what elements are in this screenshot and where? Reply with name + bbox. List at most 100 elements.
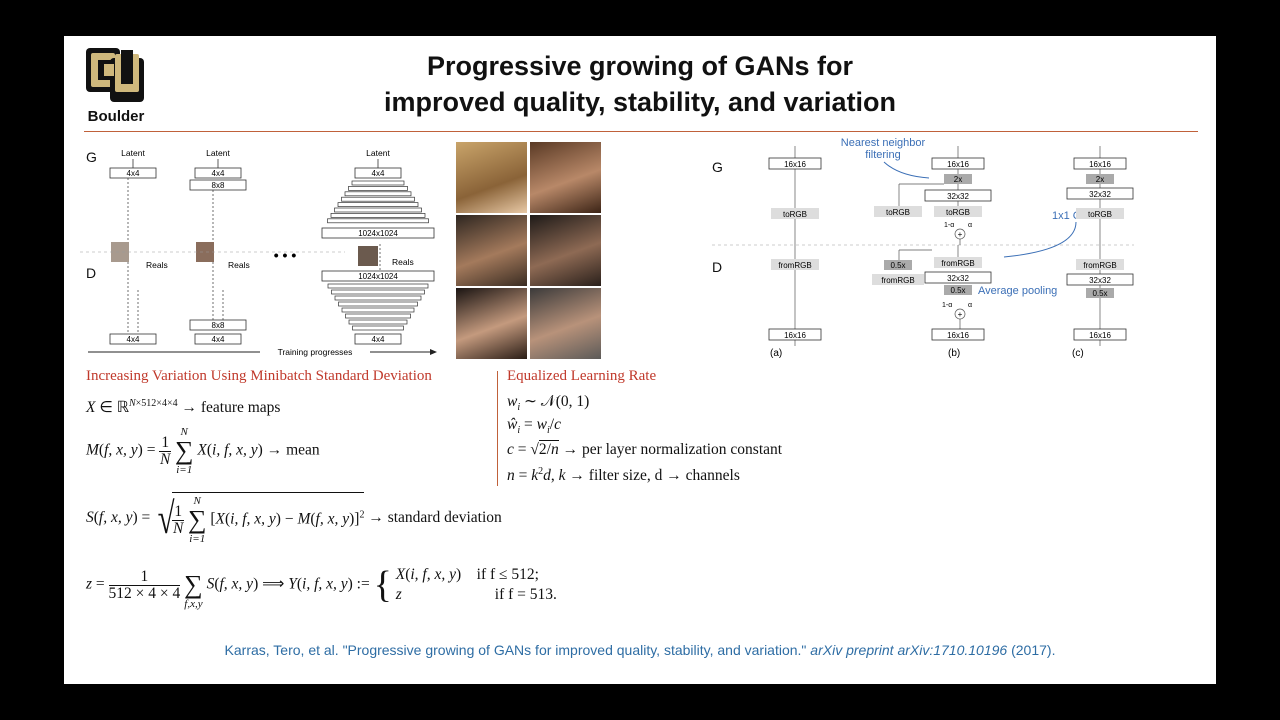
training-progresses-label: Training progresses [278, 347, 353, 357]
c-up-2x [1086, 174, 1114, 184]
generator-stack [327, 180, 429, 224]
g-block-4x4-col1 [109, 167, 157, 179]
case2-condition: if f = 513. [494, 586, 557, 603]
d-block-8x8-col2-label: 8x8 [212, 321, 225, 330]
case1-condition: if f ≤ 512; [476, 566, 539, 583]
a-torgb-label: toRGB [783, 210, 807, 219]
face-image-5 [456, 288, 527, 359]
eq-w-init: wi ∼ 𝒩(0, 1) [507, 393, 590, 414]
caption-a: (a) [770, 348, 782, 359]
citation-main: Karras, Tero, et al. "Progressive growin… [224, 642, 807, 658]
b-g-sum-label: + [958, 230, 963, 239]
generated-faces-grid [456, 142, 601, 359]
generator-layer [327, 218, 429, 224]
b-d-half-label: 0.5x [950, 286, 965, 295]
eq-feature-maps-tail: → feature maps [181, 399, 281, 417]
fade-in-diagram: G D Nearest neighbor filtering 16x16 toR… [712, 137, 1134, 359]
b-up-2x [944, 174, 972, 184]
a-fromrgb-label: fromRGB [778, 261, 811, 270]
generator-layer [330, 213, 426, 218]
b-g-one-minus-alpha: 1-α [944, 222, 954, 229]
g-block-4x4-col3-label: 4x4 [372, 169, 385, 178]
g-block-4x4-col2-label: 4x4 [212, 169, 225, 178]
d-label: D [86, 265, 96, 281]
section-divider [497, 371, 498, 486]
face-image-2 [530, 142, 601, 213]
eq-z: z = 1 512 × 4 × 4 ∑ f,x,y S(f, x, y) ⟹ Y(i… [86, 564, 557, 610]
b-d-half-old-label: 0.5x [890, 261, 905, 270]
c-up-2x-label: 2x [1096, 175, 1104, 184]
eq-feature-maps: X ∈ ℝN×512×4×4 → feature maps [86, 398, 281, 417]
c-d-32x32 [1066, 273, 1134, 286]
generator-layer [348, 186, 408, 191]
d-block-4x4-col3 [354, 333, 402, 345]
g-block-8x8-col2-label: 8x8 [212, 181, 225, 190]
c-g-16x16 [1073, 157, 1127, 170]
avg-pool-annotation: Average pooling [978, 285, 1057, 297]
d-block-4x4-col1 [109, 333, 157, 345]
c-d-16x16 [1073, 328, 1127, 341]
latent-label-1: Latent [121, 148, 145, 158]
ellipsis: • • • [274, 247, 297, 263]
eq-n: n = k2d, k → filter size, d → channels [507, 466, 740, 485]
latent-label-2: Latent [206, 148, 230, 158]
nn-filter-label-1: Nearest neighbor [841, 137, 926, 149]
c-d-32x32-label: 32x32 [1089, 276, 1111, 285]
title-line-1: Progressive growing of GANs for [426, 51, 854, 81]
d-block-4x4-col3-label: 4x4 [372, 335, 385, 344]
face-image-4 [530, 215, 601, 286]
b-d-alpha: α [968, 302, 972, 309]
b-d-sum-label: + [958, 310, 963, 319]
caption-b: (b) [948, 348, 960, 359]
d-block-8x8-col2 [189, 319, 247, 331]
d-block-1024 [321, 270, 435, 282]
b-d-half-old [884, 260, 912, 270]
b-fromrgb-new [934, 257, 982, 268]
a-d-16x16 [768, 328, 822, 341]
c-g-16x16-label: 16x16 [1089, 160, 1111, 169]
c-g-32x32-label: 32x32 [1089, 190, 1111, 199]
face-image-1 [456, 142, 527, 213]
discriminator-layer [341, 307, 415, 313]
c-torgb-label: toRGB [1088, 210, 1112, 219]
discriminator-layer [348, 319, 408, 325]
latent-label-3: Latent [366, 148, 390, 158]
citation-journal: arXiv preprint arXiv:1710.10196 [810, 642, 1008, 658]
b-fromrgb-old-label: fromRGB [881, 276, 914, 285]
cu-logo-icon [86, 48, 144, 102]
g-block-1024-label: 1024x1024 [358, 229, 398, 238]
real-image-4x4 [111, 242, 129, 262]
b-up-2x-label: 2x [954, 175, 962, 184]
eq-mean-tail: → mean [266, 441, 320, 459]
b-fromrgb-new-label: fromRGB [941, 259, 974, 268]
generator-layer [344, 191, 412, 197]
b-g-32x32-label: 32x32 [947, 192, 969, 201]
nn-filter-label-2: filtering [865, 149, 900, 161]
b-torgb-new-label: toRGB [946, 208, 970, 217]
c-d-16x16-label: 16x16 [1089, 331, 1111, 340]
b-g-16x16-label: 16x16 [947, 160, 969, 169]
g-block-1024 [321, 227, 435, 239]
g-label: G [86, 149, 97, 165]
b-d-32x32 [924, 271, 992, 284]
b-d-16x16-label: 16x16 [947, 331, 969, 340]
eq-w-hat: ŵi = wi/c [507, 416, 561, 437]
minibatch-std-heading: Increasing Variation Using Minibatch Sta… [86, 368, 432, 384]
title-line-2: improved quality, stability, and variati… [383, 87, 897, 117]
reals-label-2: Reals [228, 260, 250, 270]
c-g-32x32 [1066, 187, 1134, 200]
generator-layer [341, 196, 415, 202]
discriminator-layer [352, 325, 404, 331]
equalized-lr-heading: Equalized Learning Rate [507, 368, 657, 384]
face-image-6 [530, 288, 601, 359]
d-block-1024-label: 1024x1024 [358, 272, 398, 281]
right-d-label: D [712, 259, 722, 275]
discriminator-stack [327, 283, 429, 331]
discriminator-layer [345, 313, 411, 319]
discriminator-layer [334, 295, 422, 301]
b-torgb-new [934, 206, 982, 217]
c-fromrgb-label: fromRGB [1083, 261, 1116, 270]
d-block-4x4-col2 [194, 333, 242, 345]
b-g-alpha: α [968, 222, 972, 229]
